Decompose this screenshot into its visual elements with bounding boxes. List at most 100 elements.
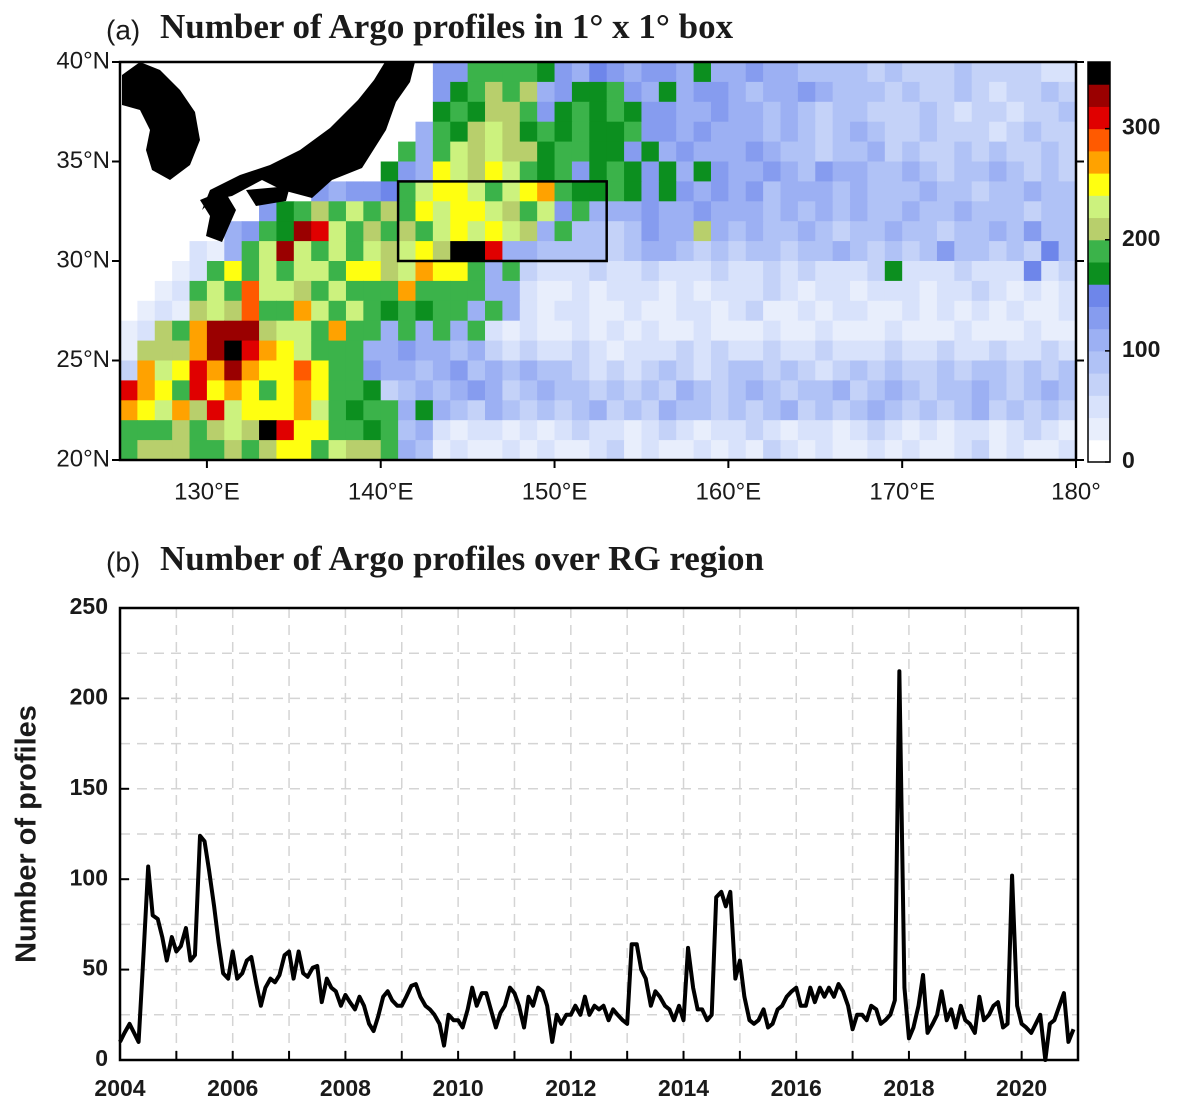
heatmap-cell bbox=[1023, 221, 1042, 242]
heatmap-cell bbox=[189, 440, 208, 461]
heatmap-cell bbox=[485, 141, 503, 163]
heatmap-cell bbox=[1006, 420, 1025, 441]
heatmap-cell bbox=[172, 340, 191, 362]
heatmap-cell bbox=[797, 81, 816, 103]
heatmap-cell bbox=[172, 400, 191, 421]
heatmap-cell bbox=[780, 241, 799, 262]
heatmap-cell bbox=[676, 440, 695, 461]
heatmap-cell bbox=[485, 360, 503, 381]
heatmap-cell bbox=[658, 141, 677, 163]
heatmap-cell bbox=[815, 121, 834, 143]
heatmap-cell bbox=[450, 380, 469, 401]
heatmap-cell bbox=[728, 440, 747, 461]
heatmap-cell bbox=[936, 181, 955, 202]
heatmap-cell bbox=[589, 340, 608, 362]
heatmap-cell bbox=[658, 400, 677, 421]
heatmap-cell bbox=[537, 221, 556, 242]
heatmap-cell bbox=[606, 400, 625, 421]
heatmap-cell bbox=[467, 62, 486, 83]
colorbar-segment bbox=[1088, 106, 1110, 130]
heatmap-cell bbox=[989, 241, 1008, 262]
heatmap-cell bbox=[606, 62, 625, 83]
heatmap-cell bbox=[971, 121, 990, 143]
heatmap-cell bbox=[884, 280, 903, 302]
heatmap-cell bbox=[1006, 121, 1025, 143]
heatmap-cell bbox=[328, 261, 347, 282]
heatmap-cell bbox=[710, 141, 729, 163]
heatmap-cell bbox=[641, 420, 660, 441]
heatmap-cell bbox=[693, 280, 712, 302]
heatmap-cell bbox=[345, 400, 364, 421]
heatmap-cell bbox=[432, 121, 451, 143]
heatmap-cell bbox=[763, 380, 782, 401]
heatmap-cell bbox=[676, 141, 695, 163]
heatmap-cell bbox=[728, 261, 747, 282]
heatmap-cell bbox=[485, 161, 503, 182]
heatmap-cell bbox=[624, 161, 643, 182]
heatmap-cell bbox=[380, 280, 399, 302]
heatmap-cell bbox=[519, 300, 538, 322]
y-tick-label: 30°N bbox=[56, 246, 110, 273]
heatmap-cell bbox=[380, 340, 399, 362]
heatmap-cell bbox=[1023, 440, 1042, 461]
heatmap-cell bbox=[867, 300, 886, 322]
heatmap-cell bbox=[728, 300, 747, 322]
heatmap-cell bbox=[276, 380, 295, 401]
heatmap-cell bbox=[1041, 360, 1060, 381]
heatmap-cell bbox=[676, 101, 695, 123]
colorbar-segment bbox=[1088, 84, 1110, 107]
heatmap-cell bbox=[1041, 181, 1060, 202]
heatmap-cell bbox=[815, 181, 834, 202]
heatmap-cell bbox=[693, 101, 712, 123]
heatmap-cell bbox=[919, 161, 938, 182]
heatmap-cell bbox=[432, 340, 451, 362]
heatmap-cell bbox=[884, 261, 903, 282]
heatmap-cell bbox=[624, 261, 643, 282]
heatmap-cell bbox=[815, 360, 834, 381]
heatmap-cell bbox=[1058, 62, 1077, 83]
heatmap-cell bbox=[589, 360, 608, 381]
heatmap-cell bbox=[432, 420, 451, 441]
heatmap-cell bbox=[902, 380, 921, 401]
heatmap-cell bbox=[259, 261, 278, 282]
heatmap-cell bbox=[172, 380, 191, 401]
heatmap-cell bbox=[241, 440, 260, 461]
heatmap-cell bbox=[467, 300, 486, 322]
heatmap-cell bbox=[311, 320, 330, 342]
heatmap-cell bbox=[502, 62, 521, 83]
heatmap-cell bbox=[867, 280, 886, 302]
heatmap-cell bbox=[606, 320, 625, 342]
heatmap-cell bbox=[954, 320, 973, 342]
heatmap-cell bbox=[780, 340, 799, 362]
heatmap-cell bbox=[311, 241, 330, 262]
heatmap-cell bbox=[745, 440, 764, 461]
heatmap-cell bbox=[502, 141, 521, 163]
heatmap-cell bbox=[259, 440, 278, 461]
heatmap-cell bbox=[693, 181, 712, 202]
heatmap-cell bbox=[485, 201, 503, 222]
heatmap-cell bbox=[328, 181, 347, 202]
heatmap-cell bbox=[467, 420, 486, 441]
heatmap-cell bbox=[971, 420, 990, 441]
x-tick-label: 2010 bbox=[433, 1075, 484, 1101]
heatmap-cell bbox=[658, 320, 677, 342]
heatmap-cell bbox=[467, 221, 486, 242]
heatmap-cell bbox=[850, 81, 869, 103]
heatmap-cell bbox=[519, 81, 538, 103]
heatmap-cell bbox=[919, 380, 938, 401]
heatmap-cell bbox=[432, 201, 451, 222]
heatmap-cell bbox=[867, 201, 886, 222]
heatmap-cell bbox=[328, 360, 347, 381]
heatmap-cell bbox=[589, 121, 608, 143]
heatmap-cell bbox=[710, 81, 729, 103]
heatmap-cell bbox=[1006, 81, 1025, 103]
heatmap-cell bbox=[415, 201, 434, 222]
heatmap-cell bbox=[902, 360, 921, 381]
heatmap-cell bbox=[797, 360, 816, 381]
heatmap-cell bbox=[1023, 340, 1042, 362]
heatmap-cell bbox=[832, 380, 851, 401]
heatmap-cell bbox=[189, 400, 208, 421]
heatmap-cell bbox=[919, 141, 938, 163]
land-honshu bbox=[202, 62, 415, 210]
heatmap-cell bbox=[189, 261, 208, 282]
